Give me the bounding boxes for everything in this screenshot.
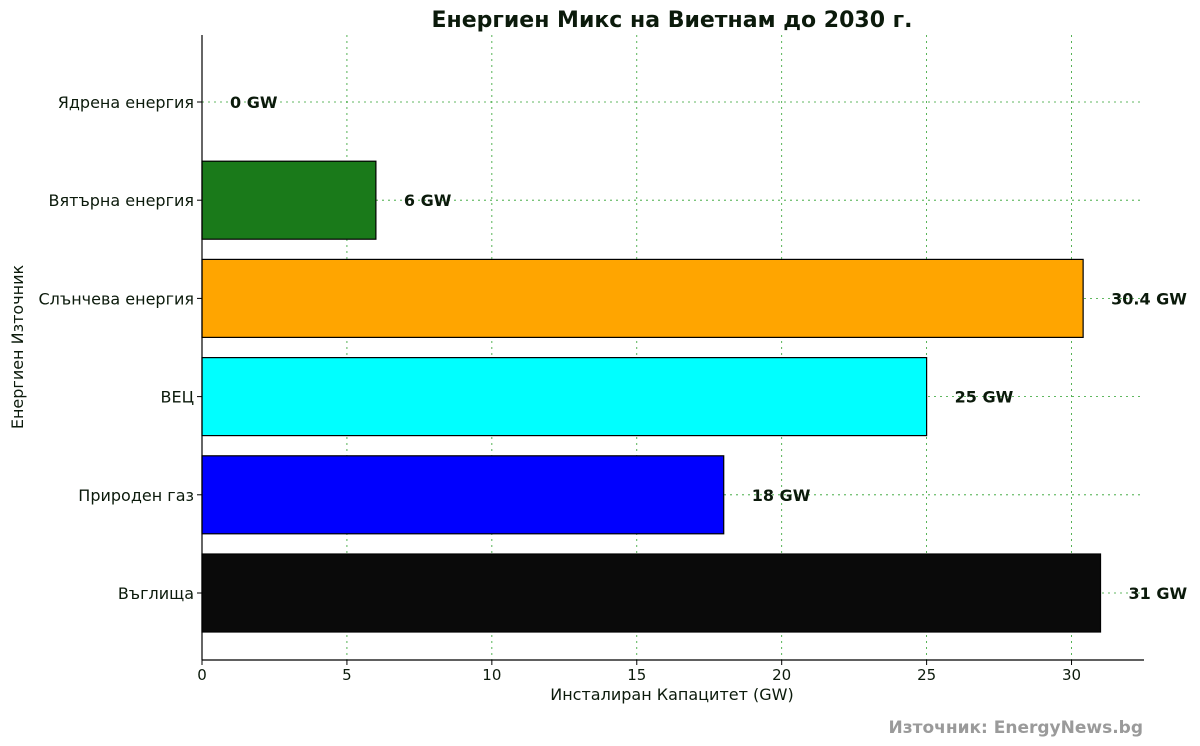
y-tick-label: Природен газ: [78, 486, 194, 505]
y-tick-label: Вятърна енергия: [49, 191, 194, 210]
value-label: 30.4 GW: [1111, 289, 1187, 308]
y-axis-label: Енергиен Източник: [8, 265, 27, 430]
y-ticks: Ядрена енергия Вятърна енергия Слънчева ен…: [38, 93, 202, 603]
value-label: 0 GW: [230, 93, 278, 112]
value-label: 25 GW: [955, 388, 1014, 407]
value-label: 6 GW: [404, 191, 452, 210]
y-tick-label: Въглища: [118, 584, 194, 603]
x-tick-label: 20: [772, 666, 791, 684]
x-axis-label: Инсталиран Капацитет (GW): [550, 685, 793, 704]
bar: [201, 258, 1084, 338]
x-tick-label: 0: [197, 666, 207, 684]
x-tick-label: 5: [342, 666, 352, 684]
value-labels: 0 GW 6 GW 30.4 GW 25 GW 18 GW 31 GW: [230, 93, 1187, 603]
value-label: 18 GW: [752, 486, 811, 505]
bar: [201, 455, 725, 535]
axes: [201, 35, 1144, 661]
y-tick-label: ВЕЦ: [160, 388, 194, 407]
bar: [201, 160, 377, 240]
x-ticks: 0 5 10 15 20 25 30: [197, 660, 1081, 684]
bar: [201, 357, 928, 437]
bar: [201, 553, 1102, 633]
y-tick-label: Слънчева енергия: [38, 289, 194, 308]
x-tick-label: 15: [627, 666, 646, 684]
y-tick-label: Ядрена енергия: [58, 93, 194, 112]
x-tick-label: 10: [482, 666, 501, 684]
x-tick-label: 25: [917, 666, 936, 684]
value-label: 31 GW: [1129, 584, 1188, 603]
chart-title: Енергиен Микс на Виетнам до 2030 г.: [431, 8, 912, 33]
x-tick-label: 30: [1062, 666, 1081, 684]
bars: [201, 160, 1102, 633]
source-note: Източник: EnergyNews.bg: [889, 718, 1143, 738]
